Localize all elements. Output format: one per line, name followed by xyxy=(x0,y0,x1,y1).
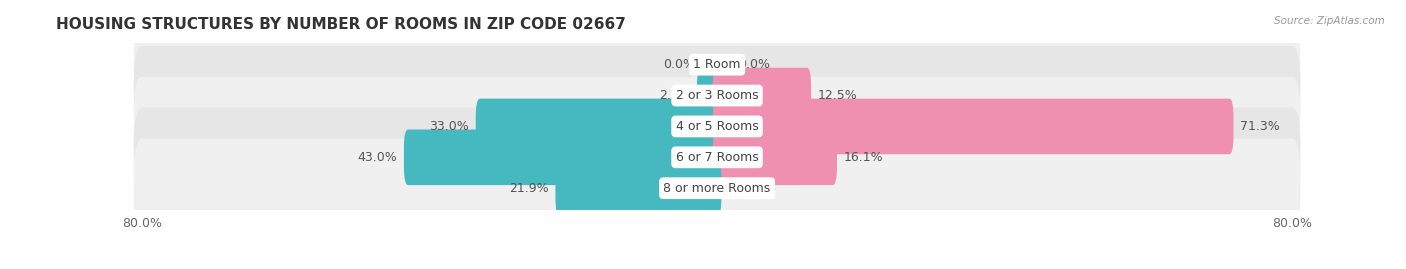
FancyBboxPatch shape xyxy=(134,46,1301,145)
FancyBboxPatch shape xyxy=(697,68,721,123)
Text: 1 Room: 1 Room xyxy=(693,58,741,71)
Text: 16.1%: 16.1% xyxy=(844,151,883,164)
Text: 4 or 5 Rooms: 4 or 5 Rooms xyxy=(676,120,758,133)
Text: 2 or 3 Rooms: 2 or 3 Rooms xyxy=(676,89,758,102)
Text: 43.0%: 43.0% xyxy=(357,151,398,164)
FancyBboxPatch shape xyxy=(555,160,721,216)
Text: Source: ZipAtlas.com: Source: ZipAtlas.com xyxy=(1274,16,1385,26)
FancyBboxPatch shape xyxy=(713,99,1233,154)
FancyBboxPatch shape xyxy=(134,108,1301,207)
Text: 0.0%: 0.0% xyxy=(738,58,770,71)
Text: 0.0%: 0.0% xyxy=(738,182,770,195)
FancyBboxPatch shape xyxy=(713,129,837,185)
FancyBboxPatch shape xyxy=(134,77,1301,176)
Text: 2.2%: 2.2% xyxy=(659,89,690,102)
Text: 8 or more Rooms: 8 or more Rooms xyxy=(664,182,770,195)
Text: 0.0%: 0.0% xyxy=(664,58,696,71)
Text: 6 or 7 Rooms: 6 or 7 Rooms xyxy=(676,151,758,164)
Text: 33.0%: 33.0% xyxy=(429,120,470,133)
FancyBboxPatch shape xyxy=(404,129,721,185)
Text: 12.5%: 12.5% xyxy=(818,89,858,102)
Text: 71.3%: 71.3% xyxy=(1240,120,1279,133)
FancyBboxPatch shape xyxy=(713,68,811,123)
FancyBboxPatch shape xyxy=(134,15,1301,114)
FancyBboxPatch shape xyxy=(134,139,1301,238)
Text: HOUSING STRUCTURES BY NUMBER OF ROOMS IN ZIP CODE 02667: HOUSING STRUCTURES BY NUMBER OF ROOMS IN… xyxy=(56,17,626,32)
FancyBboxPatch shape xyxy=(475,99,721,154)
Legend: Owner-occupied, Renter-occupied: Owner-occupied, Renter-occupied xyxy=(578,267,856,269)
Text: 21.9%: 21.9% xyxy=(509,182,548,195)
